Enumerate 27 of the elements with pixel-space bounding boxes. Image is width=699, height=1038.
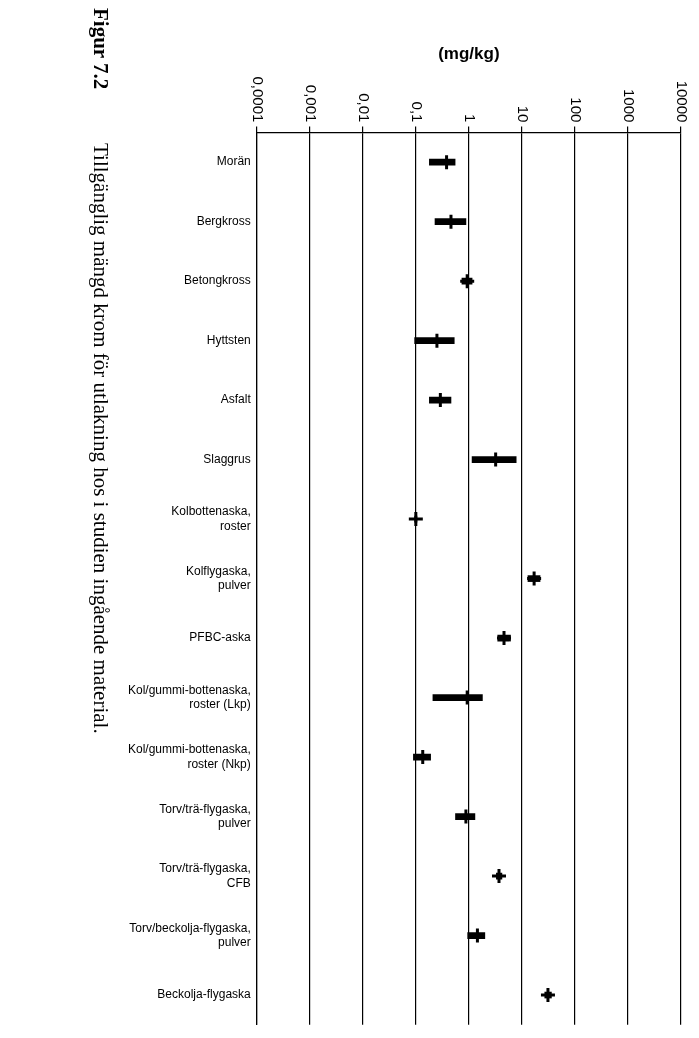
x-tick-label: 1: [461, 114, 479, 123]
y-tick-label: Torv/beckolja-flygaska, pulver: [129, 920, 251, 950]
y-tick-label: Slaggrus: [203, 451, 251, 466]
y-tick-label: Kol/gummi-bottenaska, roster (Nkp): [127, 742, 251, 771]
x-tick-label: 10000: [673, 80, 691, 123]
x-tick-label: 0,01: [355, 93, 373, 123]
y-tick-label: Kol/gummi-bottenaska, roster (Lkp): [127, 682, 251, 712]
x-tick-label: 10: [514, 105, 532, 123]
chart-title: Figur 7.2: [88, 8, 113, 92]
text: Tillgänglig mängd krom för utlakning hos i studien ingående material.: [88, 143, 113, 736]
y-tick-label: PFBC-aska: [189, 630, 252, 645]
x-tick-label: 0,1: [408, 101, 426, 123]
x-tick-label: 0,0001: [249, 76, 267, 123]
y-tick-label: Torv/trä-flygaska, pulver: [159, 801, 251, 831]
x-axis-title: (mg/kg): [438, 43, 500, 63]
y-tick-label: Betongkross: [184, 273, 251, 288]
y-tick-label: Morän: [216, 154, 251, 169]
y-tick-label: Hyttsten: [206, 332, 251, 347]
y-tick-label: Bergkross: [196, 213, 251, 228]
x-tick-label: 0,001: [302, 84, 320, 123]
y-tick-label: Torv/trä-flygaska, CFB: [159, 861, 251, 890]
x-tick-label: 1000: [620, 89, 638, 123]
y-tick-label: Kolflygaska, pulver: [186, 563, 251, 593]
y-tick-label: Asfalt: [220, 392, 252, 407]
y-tick-label: Beckolja-flygaska: [157, 987, 252, 1002]
x-tick-label: 100: [567, 97, 585, 123]
y-tick-label: Kolbottenaska, roster: [171, 504, 251, 533]
